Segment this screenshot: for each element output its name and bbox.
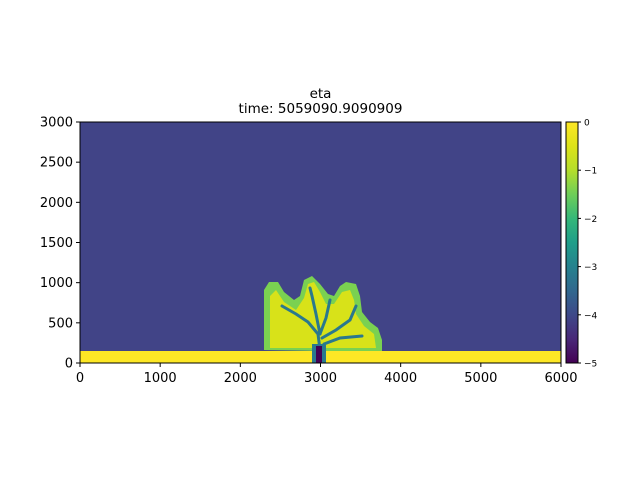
channel-branches [280, 286, 364, 352]
y-axis: 0 500 1000 1500 2000 2500 3000 [40, 116, 80, 372]
channel-branch-2 [318, 298, 332, 336]
y-tick-label: 2000 [40, 196, 73, 211]
y-tick-label: 3000 [40, 116, 73, 131]
colorbar-tick-label: −5 [584, 360, 597, 370]
delta-lobe-core [270, 282, 376, 348]
x-tick-label: 2000 [224, 371, 257, 386]
x-tick-label: 1000 [144, 371, 177, 386]
x-tick-label: 4000 [384, 371, 417, 386]
channel-branch-4 [322, 334, 364, 346]
colorbar-ticks: 0 −1 −2 −3 −4 −5 [578, 119, 598, 370]
colorbar-frame [565, 121, 579, 364]
y-tick-label: 500 [48, 316, 73, 331]
chart-title: eta [309, 86, 332, 102]
colorbar-gradient [566, 122, 578, 363]
x-tick-label: 0 [76, 371, 84, 386]
channel-branch-3 [320, 304, 358, 340]
chart-subtitle: time: 5059090.9090909 [238, 101, 403, 117]
y-tick-label: 1500 [40, 236, 73, 251]
x-tick-label: 5000 [464, 371, 497, 386]
heatmap-field [80, 276, 561, 363]
x-tick-label: 6000 [544, 371, 577, 386]
channel [316, 346, 322, 363]
y-tick-label: 1000 [40, 276, 73, 291]
channel-branch-0 [280, 304, 322, 352]
colorbar-tick-label: −3 [584, 263, 597, 273]
colorbar-tick-label: 0 [584, 119, 590, 129]
colorbar: 0 −1 −2 −3 −4 −5 [565, 119, 598, 370]
colorbar-tick-label: −2 [584, 215, 597, 225]
x-tick-label: 3000 [304, 371, 337, 386]
colorbar-tick-label: −4 [584, 311, 598, 321]
y-tick-label: 2500 [40, 156, 73, 171]
y-tick-label: 0 [65, 357, 73, 372]
colorbar-tick-label: −1 [584, 167, 597, 177]
channel-branch-1 [308, 286, 322, 336]
plot-area [79, 121, 562, 364]
x-axis: 0 1000 2000 3000 4000 5000 6000 [76, 363, 578, 386]
